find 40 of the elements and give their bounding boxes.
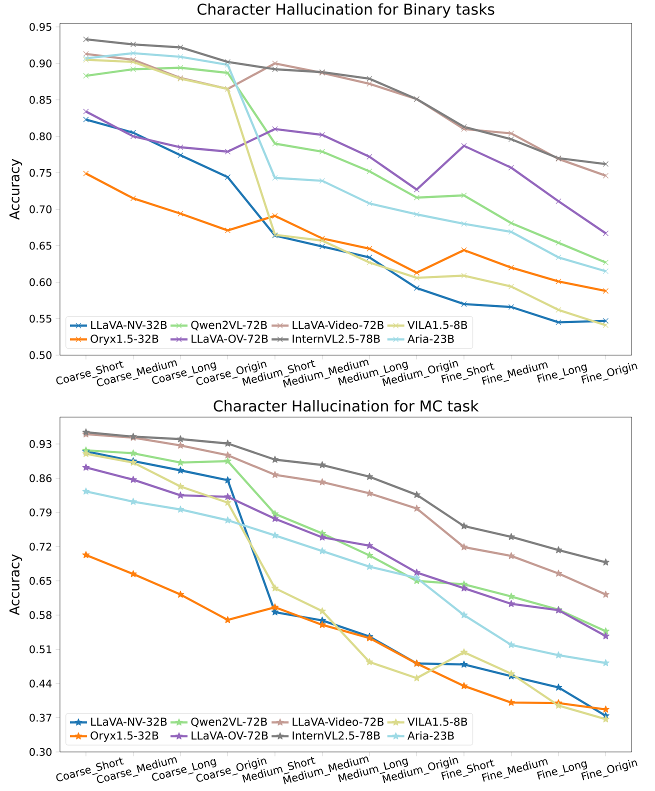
legend-label: LLaVA-NV-32B [91, 320, 167, 330]
legend-label: Aria-23B [408, 731, 454, 740]
y-tick-label: 0.30 [30, 748, 52, 756]
y-tick-label: 0.75 [30, 168, 52, 177]
y-tick-label: 0.58 [30, 611, 52, 620]
legend-label: VILA1.5-8B [408, 320, 468, 330]
legend-label: Qwen2VL-72B [191, 718, 267, 728]
y-tick-label: 0.90 [30, 59, 52, 68]
legend-label: LLaVA-OV-72B [192, 334, 268, 343]
legend-label: VILA1.5-8B [408, 718, 468, 726]
legend-label: Oryx1.5-32B [90, 731, 158, 742]
chart-title: Character Hallucination for Binary tasks [198, 3, 494, 18]
y-tick-label: 0.65 [30, 242, 52, 250]
y-tick-label: 0.37 [30, 714, 52, 722]
legend-label: Oryx1.5-32B [90, 334, 158, 346]
legend-label: InternVL2.5-78B [292, 334, 380, 343]
y-tick-label: 0.72 [30, 542, 52, 551]
y-tick-label: 0.93 [30, 440, 52, 448]
legend-label: LLaVA-OV-72B [192, 731, 268, 740]
y-tick-label: 0.86 [30, 474, 52, 482]
chart-title: Character Hallucination for MC task [214, 400, 479, 412]
y-tick-label: 0.65 [30, 576, 52, 585]
legend-label: LLaVA-Video-72B [292, 320, 384, 330]
y-tick-label: 0.55 [30, 314, 52, 323]
y-axis-title: Accuracy [10, 158, 22, 220]
legend-label: Aria-23B [408, 334, 454, 343]
y-tick-label: 0.85 [30, 96, 52, 104]
y-tick-label: 0.80 [30, 132, 52, 140]
y-tick-label: 0.79 [30, 508, 52, 516]
legend-label: Qwen2VL-72B [191, 320, 267, 330]
legend-label: LLaVA-Video-72B [292, 717, 384, 726]
y-tick-label: 0.51 [30, 645, 52, 654]
y-tick-label: 0.44 [30, 680, 52, 688]
legend-label: InternVL2.5-78B [292, 731, 380, 740]
y-tick-label: 0.60 [30, 278, 52, 286]
y-tick-label: 0.95 [30, 22, 52, 31]
y-tick-label: 0.70 [30, 205, 52, 214]
legend-label: LLaVA-NV-32B [91, 718, 167, 726]
y-axis-title: Accuracy [10, 554, 22, 616]
y-tick-label: 0.50 [30, 351, 52, 360]
